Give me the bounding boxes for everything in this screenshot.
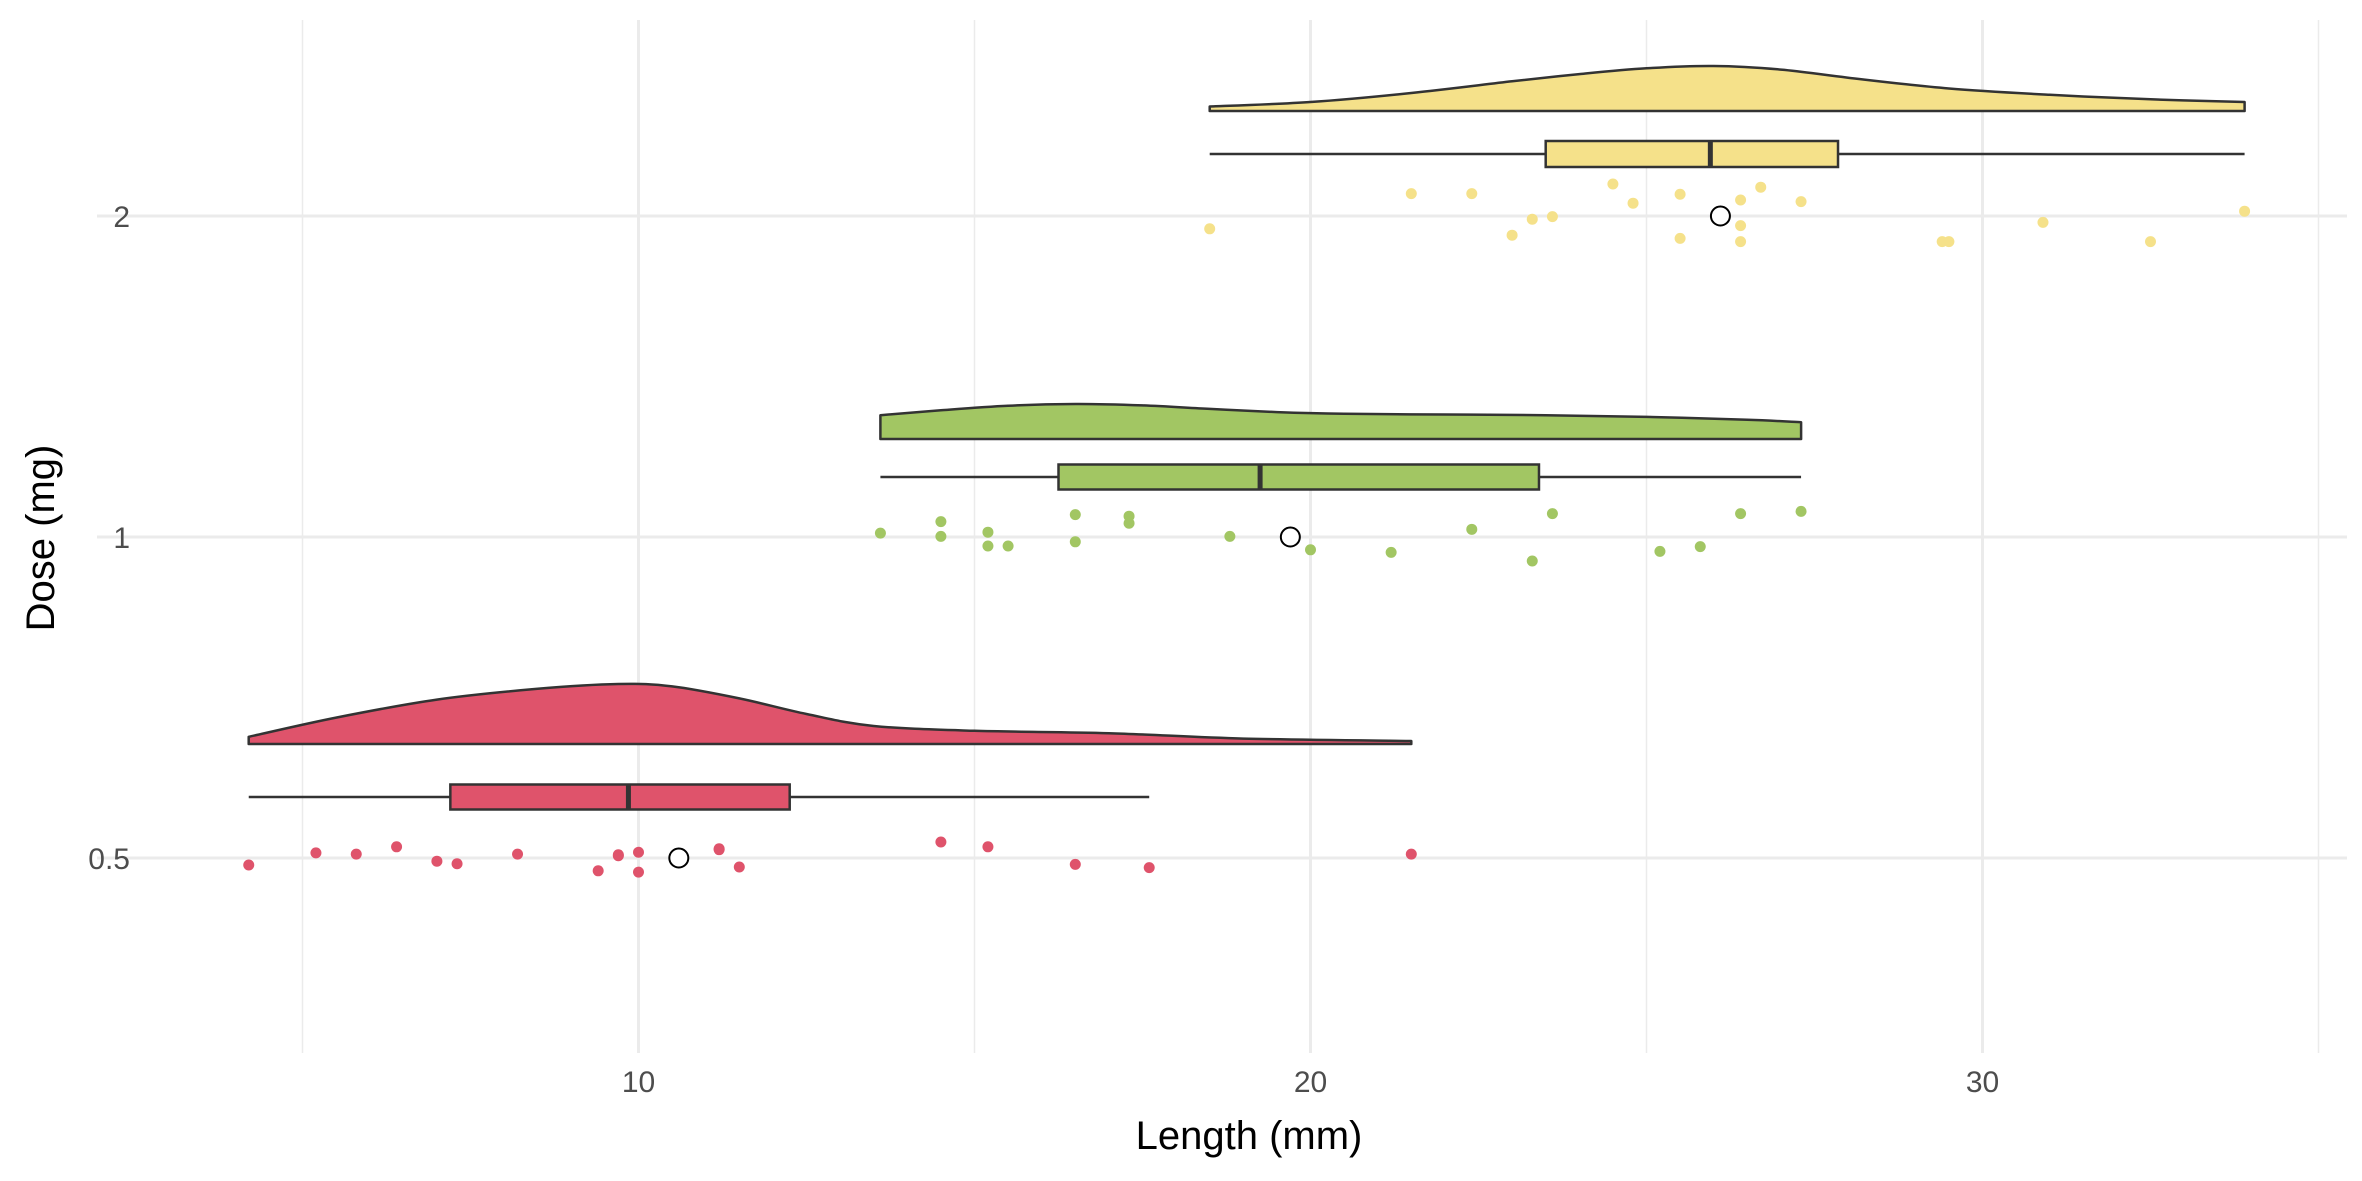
data-point-2 <box>2145 236 2156 248</box>
box-2 <box>1544 139 1840 169</box>
density-cloud-1 <box>879 402 1803 441</box>
data-point-2 <box>1735 236 1747 248</box>
data-point-0.5 <box>612 849 624 861</box>
data-point-1 <box>1385 546 1397 558</box>
data-point-0.5 <box>310 847 322 859</box>
data-point-0.5 <box>935 836 947 848</box>
x-tick-labels: 10 20 30 <box>622 1066 1999 1099</box>
data-point-1 <box>1069 509 1081 521</box>
major-gridlines <box>97 20 2347 1053</box>
data-point-0.5 <box>713 844 725 856</box>
x-tick-label: 20 <box>1294 1066 1327 1099</box>
data-point-0.5 <box>350 848 362 860</box>
data-point-0.5 <box>633 846 644 858</box>
data-point-2 <box>1546 211 1558 223</box>
mean-marker-1 <box>1279 526 1301 548</box>
data-point-1 <box>1069 536 1081 548</box>
data-point-1 <box>982 540 994 552</box>
data-point-2 <box>1735 220 1747 232</box>
data-point-0.5 <box>243 859 255 871</box>
data-point-2 <box>1466 188 1478 200</box>
mean-marker-2 <box>1709 205 1731 227</box>
y-tick-label: 0.5 <box>88 843 130 876</box>
data-point-1 <box>1654 545 1666 557</box>
data-point-2 <box>1674 188 1686 200</box>
boxplots <box>248 139 2245 811</box>
data-point-1 <box>982 526 994 538</box>
data-point-2 <box>1795 196 1807 208</box>
data-point-1 <box>1305 544 1316 556</box>
data-point-0.5 <box>1069 858 1081 870</box>
data-point-1 <box>1795 505 1807 517</box>
data-point-0.5 <box>733 861 745 873</box>
data-point-0.5 <box>1405 848 1417 860</box>
box-1 <box>1057 463 1541 491</box>
data-point-0.5 <box>1143 862 1155 874</box>
data-point-0.5 <box>512 848 524 860</box>
data-point-1 <box>1224 530 1236 542</box>
data-point-1 <box>1694 541 1706 553</box>
data-point-0.5 <box>391 841 403 853</box>
data-point-2 <box>1627 197 1639 209</box>
data-point-1 <box>1735 508 1747 520</box>
data-point-1 <box>874 527 886 539</box>
data-point-1 <box>935 530 947 542</box>
data-point-0.5 <box>982 841 994 853</box>
y-tick-label: 2 <box>113 201 130 234</box>
jittered-points <box>243 178 2251 878</box>
density-cloud-0.5 <box>247 682 1413 746</box>
data-point-1 <box>1002 540 1014 552</box>
data-point-2 <box>1506 229 1518 241</box>
data-point-2 <box>1405 188 1417 200</box>
data-point-2 <box>1674 232 1686 244</box>
data-point-2 <box>1526 213 1538 225</box>
y-tick-labels: 0.5 1 2 <box>88 201 130 876</box>
x-axis-title: Length (mm) <box>1136 1114 1363 1158</box>
x-tick-label: 30 <box>1966 1066 1999 1099</box>
data-point-1 <box>1123 517 1135 529</box>
data-point-1 <box>935 516 947 528</box>
y-tick-label: 1 <box>113 522 130 555</box>
data-point-0.5 <box>431 855 443 867</box>
data-point-1 <box>1546 508 1558 520</box>
data-point-1 <box>1466 523 1478 535</box>
data-point-0.5 <box>451 858 463 870</box>
data-point-2 <box>1755 181 1767 193</box>
data-point-1 <box>1526 555 1538 567</box>
data-point-2 <box>1204 223 1216 235</box>
data-point-2 <box>2239 205 2251 217</box>
data-point-0.5 <box>633 866 644 878</box>
density-cloud-2 <box>1208 64 2246 113</box>
data-point-2 <box>1735 194 1747 206</box>
mean-marker-0.5 <box>668 847 690 869</box>
x-tick-label: 10 <box>622 1066 655 1099</box>
y-axis-title: Dose (mg) <box>19 445 63 632</box>
data-point-2 <box>2037 216 2049 228</box>
box-0.5 <box>449 783 791 811</box>
data-point-0.5 <box>592 865 604 877</box>
mean-markers <box>668 205 1731 869</box>
density-clouds <box>247 64 2246 746</box>
data-point-2 <box>1607 178 1619 190</box>
data-point-2 <box>1943 236 1955 248</box>
